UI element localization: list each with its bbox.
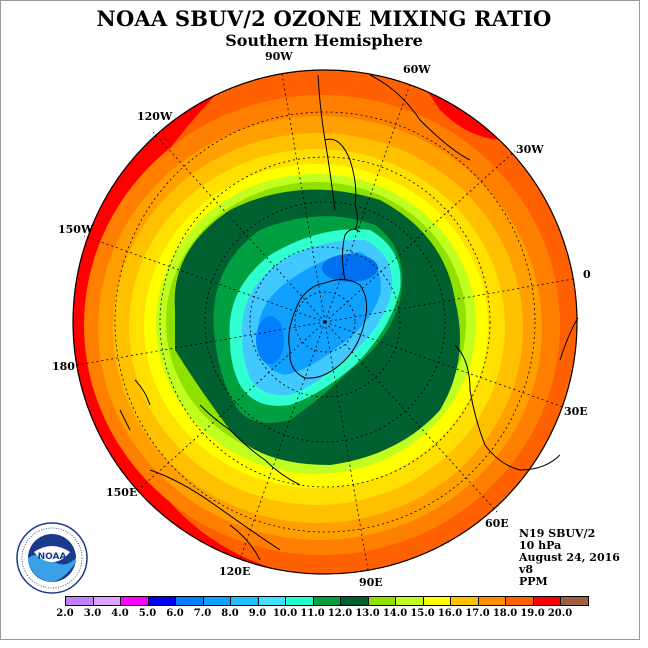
lon-label-120e: 120E bbox=[219, 565, 251, 578]
colorbar-cell bbox=[120, 596, 149, 606]
colorbar-tick-label: 20.0 bbox=[547, 608, 573, 619]
colorbar-tick-label: 3.0 bbox=[83, 608, 102, 619]
colorbar-tick-label: 4.0 bbox=[111, 608, 129, 619]
new-zealand-coast bbox=[119, 379, 151, 431]
colorbar-cell bbox=[257, 596, 286, 606]
colorbar-tick-label: 14.0 bbox=[382, 608, 408, 619]
colorbar-cell bbox=[285, 596, 314, 606]
colorbar-tick-label: 16.0 bbox=[437, 608, 463, 619]
colorbar-cell bbox=[367, 596, 396, 606]
colorbar-cell bbox=[175, 596, 204, 606]
version-label: v8 bbox=[519, 563, 534, 576]
colorbar-tick-label: 10.0 bbox=[272, 608, 298, 619]
pressure-level-label: 10 hPa bbox=[519, 539, 562, 552]
colorbar-cell bbox=[340, 596, 369, 606]
colorbar-cell bbox=[395, 596, 424, 606]
colorbar-cell bbox=[532, 596, 561, 606]
colorbar-tick-label: 17.0 bbox=[465, 608, 490, 619]
colorbar-tick-label: 8.0 bbox=[221, 608, 239, 619]
antarctica-coast bbox=[288, 279, 368, 379]
graticule bbox=[76, 73, 574, 571]
colorbar-cell bbox=[505, 596, 534, 606]
colorbar-tick-label: 11.0 bbox=[300, 608, 325, 619]
map-frame bbox=[0, 0, 640, 640]
colorbar-cell bbox=[477, 596, 506, 606]
lon-label-150w: 150W bbox=[58, 223, 94, 236]
product-info: N19 SBUV/2 10 hPa August 24, 2016 v8 PPM bbox=[519, 528, 620, 588]
noaa-logo: NOAA bbox=[16, 522, 88, 594]
lon-label-90e: 90E bbox=[359, 576, 383, 589]
colorbar-tick-label: 5.0 bbox=[138, 608, 157, 619]
colorbar-tick-label: 7.0 bbox=[193, 608, 212, 619]
lon-label-0: 0 bbox=[583, 268, 591, 281]
colorbar-cell bbox=[422, 596, 451, 606]
colorbar-tick-label: 9.0 bbox=[248, 608, 267, 619]
colorbar-cell bbox=[230, 596, 259, 606]
colorbar-tick-label: 12.0 bbox=[327, 608, 353, 619]
south-america-coast bbox=[317, 74, 471, 231]
page-subtitle: Southern Hemisphere bbox=[225, 31, 423, 50]
colorbar-tick-label: 6.0 bbox=[166, 608, 184, 619]
colorbar-tick-label: 2.0 bbox=[56, 608, 74, 619]
colorbar-cell bbox=[202, 596, 231, 606]
colorbar-tick-label: 13.0 bbox=[355, 608, 380, 619]
page-title: NOAA SBUV/2 OZONE MIXING RATIO bbox=[96, 6, 552, 31]
svg-text:NOAA: NOAA bbox=[38, 552, 67, 562]
lon-label-120w: 120W bbox=[137, 110, 173, 123]
map-outline bbox=[72, 69, 578, 575]
colorbar-cell bbox=[560, 596, 589, 606]
deep-blue-core bbox=[256, 316, 284, 364]
lon-label-90w: 90W bbox=[265, 50, 293, 63]
colorbar-cell bbox=[147, 596, 176, 606]
colorbar-cell bbox=[65, 596, 94, 606]
lon-label-180: 180 bbox=[52, 360, 75, 373]
colorbar-tick-label: 19.0 bbox=[520, 608, 545, 619]
colorbar-cell bbox=[312, 596, 341, 606]
date-label: August 24, 2016 bbox=[519, 551, 620, 564]
colorbar-tick-label: 15.0 bbox=[410, 608, 435, 619]
colorbar-cell bbox=[92, 596, 121, 606]
colorbar-tick-label: 18.0 bbox=[492, 608, 518, 619]
lon-label-30w: 30W bbox=[516, 143, 544, 156]
deep-blue-core bbox=[322, 254, 378, 282]
lon-label-150e: 150E bbox=[106, 486, 138, 499]
colorbar-cell bbox=[450, 596, 479, 606]
units-label: PPM bbox=[519, 575, 548, 588]
lon-label-60w: 60W bbox=[403, 63, 431, 76]
lon-label-30e: 30E bbox=[564, 405, 588, 418]
australia-coast bbox=[149, 404, 301, 561]
lon-label-60e: 60E bbox=[485, 517, 509, 530]
instrument-label: N19 SBUV/2 bbox=[519, 527, 596, 540]
